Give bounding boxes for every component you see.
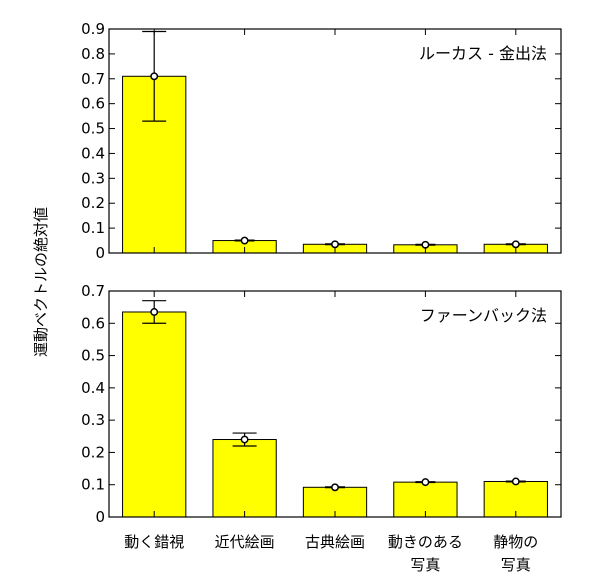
mean-marker-2-2	[240, 435, 249, 444]
bar-2-1	[122, 311, 187, 518]
category-label-2: 近代絵画	[215, 533, 275, 551]
category-label-3: 古典絵画	[305, 533, 365, 551]
mean-marker-1-1	[150, 72, 159, 81]
mean-marker-2-4	[421, 478, 430, 487]
y-tick-label-2-8: 0.7	[81, 282, 105, 300]
panel-title-1: ルーカス - 金出法	[419, 44, 547, 63]
mean-marker-1-2	[240, 236, 249, 245]
y-tick-label-1-1: 0	[95, 244, 105, 262]
category-label-4: 動きのある	[388, 533, 463, 551]
y-tick-label-1-3: 0.2	[81, 194, 105, 212]
y-tick-label-2-4: 0.3	[81, 411, 105, 429]
mean-marker-2-3	[331, 483, 339, 492]
y-tick-label-2-5: 0.4	[81, 379, 105, 397]
mean-marker-2-5	[511, 477, 520, 486]
mean-marker-1-3	[331, 240, 339, 249]
y-tick-label-2-1: 0	[95, 508, 105, 526]
y-tick-label-1-4: 0.3	[81, 169, 105, 187]
y-tick-label-1-8: 0.7	[81, 70, 105, 88]
category-label-1: 動く錯視	[124, 533, 184, 551]
y-tick-label-2-3: 0.2	[81, 443, 105, 461]
y-tick-label-2-2: 0.1	[81, 476, 105, 494]
bar-2-2	[212, 439, 277, 518]
mean-marker-1-5	[511, 240, 520, 249]
y-tick-label-2-6: 0.5	[81, 347, 105, 365]
y-tick-label-1-6: 0.5	[81, 120, 105, 138]
y-tick-label-1-5: 0.4	[81, 144, 105, 162]
mean-marker-2-1	[150, 308, 159, 316]
y-axis-label: 運動ベクトルの絶対値	[32, 207, 50, 357]
y-tick-label-1-2: 0.1	[81, 219, 105, 237]
y-tick-label-2-7: 0.6	[81, 314, 105, 332]
panel-title-2: ファーンバック法	[420, 306, 547, 325]
y-tick-label-1-7: 0.6	[81, 95, 105, 113]
category-label-5: 静物の	[493, 533, 538, 551]
category-label-4-line2: 写真	[410, 556, 440, 574]
category-label-5-line2: 写真	[501, 556, 531, 574]
y-tick-label-1-9: 0.8	[81, 45, 105, 63]
y-tick-label-1-10: 0.9	[81, 20, 105, 38]
